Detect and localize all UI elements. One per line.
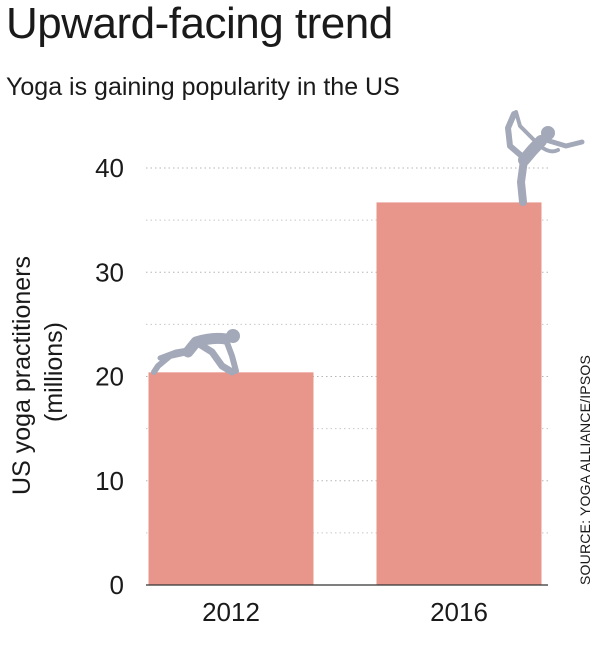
chart-title: Upward-facing trend (6, 0, 393, 48)
y-tick-label: 20 (95, 362, 124, 392)
y-tick-label: 30 (95, 257, 124, 287)
y-tick-label: 40 (95, 153, 124, 183)
y-axis-label: US yoga practitioners (millions) (8, 249, 68, 495)
x-tick-label: 2012 (202, 597, 260, 627)
y-tick-label: 0 (110, 570, 124, 600)
crouching-yoga-figure-icon (151, 329, 240, 376)
y-tick-label: 10 (95, 466, 124, 496)
bars (148, 202, 542, 585)
bar-2012 (148, 372, 314, 585)
x-tick-label: 2016 (430, 597, 488, 627)
dancer-pose-yoga-figure-icon (505, 110, 585, 206)
source-note: SOURCE: YOGA ALLIANCE/IPSOS (577, 355, 593, 585)
chart-subtitle: Yoga is gaining popularity in the US (6, 73, 400, 101)
x-axis-ticks: 2012 2016 (202, 597, 488, 627)
y-axis-ticks: 0 10 20 30 40 (95, 153, 124, 600)
bar-2016 (376, 202, 542, 585)
